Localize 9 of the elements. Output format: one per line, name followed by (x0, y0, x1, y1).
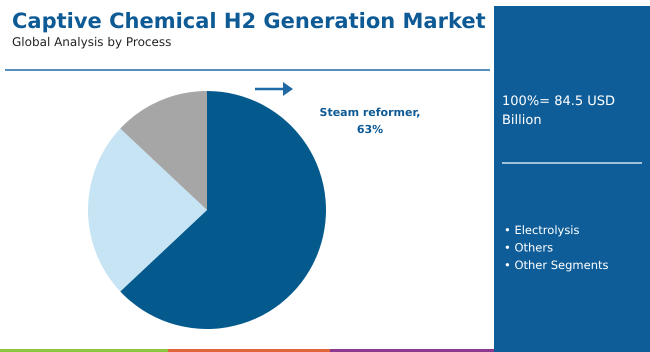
data-label: Steam reformer, 63% (318, 105, 422, 138)
pie-slice (88, 128, 207, 292)
chart-subtitle: Global Analysis by Process (12, 35, 172, 49)
text: • Electrolysis (504, 223, 580, 237)
text: • Other Segments (504, 258, 608, 272)
chart-title: Captive Chemical H2 Generation Market (12, 9, 486, 33)
pie-slice (120, 91, 207, 210)
text: 100%= 84.5 USD Billion (502, 93, 616, 130)
text: • Others (504, 240, 554, 254)
